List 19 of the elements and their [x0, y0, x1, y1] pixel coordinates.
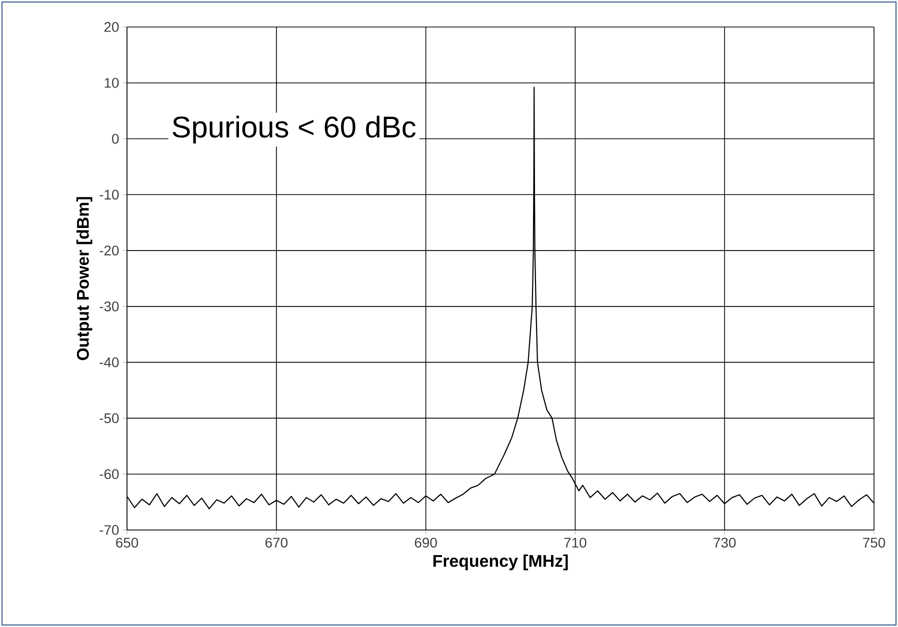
x-tick-label: 710	[564, 538, 586, 548]
y-tick-label: -30	[100, 301, 119, 312]
annotation: Spurious < 60 dBc	[172, 116, 416, 144]
y-tick-label: -70	[100, 525, 119, 535]
y-axis-title: Output Power [dBm]	[76, 197, 92, 360]
x-tick-label: 690	[414, 538, 437, 548]
x-tick-label: 670	[265, 538, 288, 548]
y-tick-label: 10	[104, 78, 119, 88]
x-tick-label: 750	[863, 538, 886, 548]
y-tick-label: -60	[100, 469, 119, 480]
y-tick-label: 20	[104, 22, 119, 32]
x-tick-label: 730	[714, 538, 736, 548]
y-tick-label: 0	[112, 134, 119, 144]
y-tick-label: -50	[100, 413, 119, 424]
x-axis-title: Frequency [MHz]	[433, 554, 568, 570]
x-tick-label: 650	[116, 538, 138, 548]
y-tick-label: -20	[100, 246, 119, 256]
y-tick-label: -10	[100, 190, 119, 200]
y-tick-label: -40	[100, 357, 119, 368]
